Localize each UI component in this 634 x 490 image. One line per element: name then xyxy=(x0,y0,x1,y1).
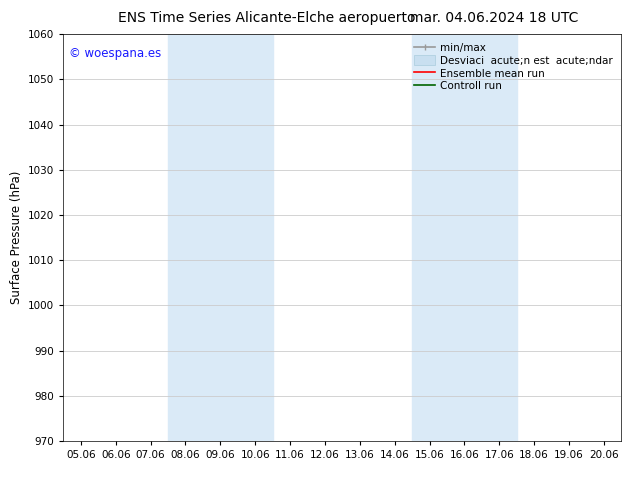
Legend: min/max, Desviaci  acute;n est  acute;ndar, Ensemble mean run, Controll run: min/max, Desviaci acute;n est acute;ndar… xyxy=(411,40,616,95)
Text: © woespana.es: © woespana.es xyxy=(69,47,161,59)
Bar xyxy=(412,34,517,441)
Y-axis label: Surface Pressure (hPa): Surface Pressure (hPa) xyxy=(10,171,23,304)
Text: ENS Time Series Alicante-Elche aeropuerto: ENS Time Series Alicante-Elche aeropuert… xyxy=(117,11,415,25)
Text: mar. 04.06.2024 18 UTC: mar. 04.06.2024 18 UTC xyxy=(410,11,579,25)
Bar xyxy=(168,34,273,441)
